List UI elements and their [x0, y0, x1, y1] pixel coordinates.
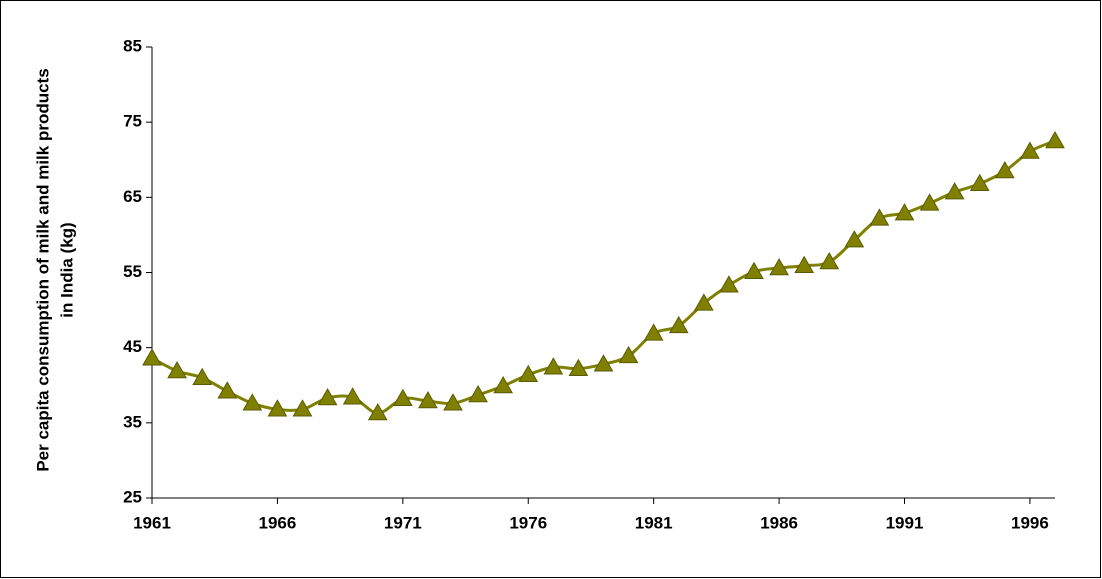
marker	[367, 403, 388, 421]
marker	[518, 364, 539, 382]
marker	[493, 375, 514, 394]
marker	[769, 257, 789, 276]
marker	[593, 354, 614, 372]
marker	[969, 173, 990, 192]
y-axis-title: Per capita consumption of milk and milk …	[33, 68, 76, 471]
x-tick-label: 1991	[886, 513, 924, 532]
y-tick-label: 25	[123, 487, 142, 506]
marker	[167, 360, 187, 379]
y-tick-label: 45	[123, 337, 142, 356]
x-tick-label: 1976	[509, 513, 547, 532]
marker	[392, 388, 413, 407]
marker	[643, 323, 664, 341]
x-tick-label: 1986	[760, 513, 798, 532]
marker	[894, 203, 915, 221]
x-tick-label: 1961	[133, 513, 171, 532]
y-tick-label: 75	[123, 112, 142, 131]
y-tick-label: 55	[123, 262, 142, 281]
marker	[292, 399, 313, 417]
marker	[443, 393, 463, 411]
marker	[844, 230, 865, 248]
marker	[819, 251, 840, 270]
marker	[719, 275, 739, 293]
marker	[217, 381, 238, 399]
marker	[543, 357, 564, 375]
x-tick-label: 1996	[1011, 513, 1049, 532]
marker	[317, 388, 338, 406]
y-tick-label: 35	[123, 412, 142, 431]
marker	[668, 315, 689, 334]
marker	[1020, 141, 1040, 159]
y-tick-label: 65	[123, 187, 142, 206]
y-axis-title-line: in India (kg)	[57, 222, 76, 317]
marker	[794, 255, 815, 273]
marker	[418, 391, 438, 409]
marker	[267, 399, 288, 417]
marker	[192, 367, 213, 385]
marker	[242, 393, 263, 411]
marker	[994, 161, 1015, 179]
marker	[693, 293, 714, 311]
marker	[869, 208, 890, 226]
marker	[142, 348, 162, 366]
marker	[342, 387, 363, 405]
marker	[744, 261, 764, 279]
x-tick-label: 1981	[635, 513, 673, 532]
y-tick-label: 85	[123, 36, 142, 55]
marker	[618, 345, 639, 364]
marker	[1045, 130, 1065, 149]
marker	[944, 182, 965, 200]
marker	[468, 385, 488, 403]
marker	[919, 193, 940, 211]
x-tick-label: 1966	[259, 513, 297, 532]
x-tick-label: 1971	[384, 513, 422, 532]
y-axis-title-line: Per capita consumption of milk and milk …	[33, 68, 52, 471]
marker	[568, 358, 589, 376]
